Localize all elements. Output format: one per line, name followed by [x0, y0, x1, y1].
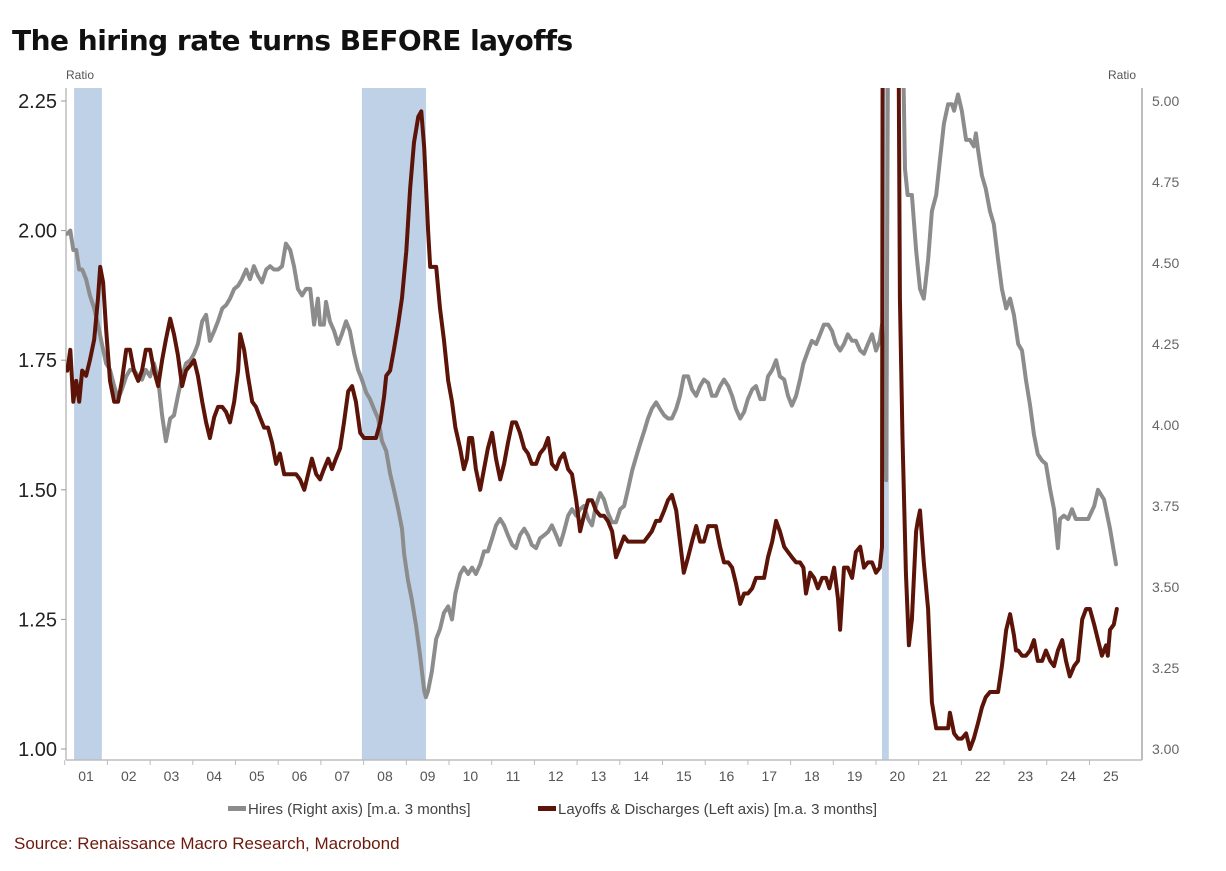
x-tick-label: 24 — [1060, 768, 1076, 784]
x-tick-label: 03 — [164, 768, 180, 784]
source-note: Source: Renaissance Macro Research, Macr… — [14, 834, 400, 853]
recession-bands — [74, 88, 889, 760]
right-tick-label: 4.25 — [1152, 336, 1179, 352]
right-tick-label: 4.75 — [1152, 174, 1179, 190]
x-tick-label: 02 — [121, 768, 137, 784]
x-tick-label: 17 — [761, 768, 777, 784]
x-tick-label: 18 — [804, 768, 820, 784]
x-tick-label: 25 — [1103, 768, 1119, 784]
left-tick-label: 2.00 — [18, 221, 57, 243]
x-tick-label: 12 — [548, 768, 564, 784]
x-tick-label: 22 — [975, 768, 991, 784]
legend-swatch-layoffs — [538, 806, 556, 811]
right-tick-label: 4.50 — [1152, 255, 1179, 271]
left-axis-unit: Ratio — [66, 68, 94, 82]
left-tick-label: 1.25 — [18, 609, 57, 631]
x-tick-label: 05 — [249, 768, 265, 784]
right-tick-label: 5.00 — [1152, 93, 1179, 109]
x-tick-label: 01 — [78, 768, 94, 784]
right-tick-label: 3.25 — [1152, 660, 1179, 676]
x-tick-label: 19 — [847, 768, 863, 784]
x-tick-label: 16 — [719, 768, 735, 784]
x-tick-label: 04 — [206, 768, 222, 784]
hires-series-line — [66, 88, 1118, 700]
x-tick-label: 23 — [1018, 768, 1034, 784]
x-tick-label: 06 — [292, 768, 308, 784]
right-axis-unit: Ratio — [1108, 68, 1136, 82]
legend-swatch-hires — [228, 806, 246, 811]
x-tick-label: 15 — [676, 768, 692, 784]
x-tick-label: 11 — [506, 768, 521, 784]
x-tick-label: 14 — [633, 768, 649, 784]
x-tick-label: 09 — [420, 768, 436, 784]
x-tick-label: 13 — [591, 768, 607, 784]
recession-band — [361, 88, 426, 760]
left-tick-label: 1.00 — [18, 739, 57, 761]
right-tick-label: 3.50 — [1152, 579, 1179, 595]
x-tick-label: 08 — [377, 768, 393, 784]
chart-title: The hiring rate turns BEFORE layoffs — [12, 24, 573, 57]
right-tick-label: 3.00 — [1152, 741, 1179, 757]
left-tick-label: 2.25 — [18, 91, 57, 113]
legend: Hires (Right axis) [m.a. 3 months] Layof… — [228, 801, 877, 818]
x-tick-label: 20 — [890, 768, 906, 784]
right-tick-label: 4.00 — [1152, 417, 1179, 433]
left-tick-label: 1.75 — [18, 350, 57, 372]
x-tick-label: 21 — [932, 768, 948, 784]
legend-label-layoffs: Layoffs & Discharges (Left axis) [m.a. 3… — [558, 801, 877, 818]
x-tick-label: 10 — [463, 768, 479, 784]
x-tick-label: 07 — [334, 768, 350, 784]
right-tick-label: 3.75 — [1152, 498, 1179, 514]
legend-label-hires: Hires (Right axis) [m.a. 3 months] — [248, 801, 471, 818]
recession-band — [74, 88, 102, 760]
left-tick-label: 1.50 — [18, 480, 57, 502]
layoffs-series-line — [66, 88, 1119, 751]
